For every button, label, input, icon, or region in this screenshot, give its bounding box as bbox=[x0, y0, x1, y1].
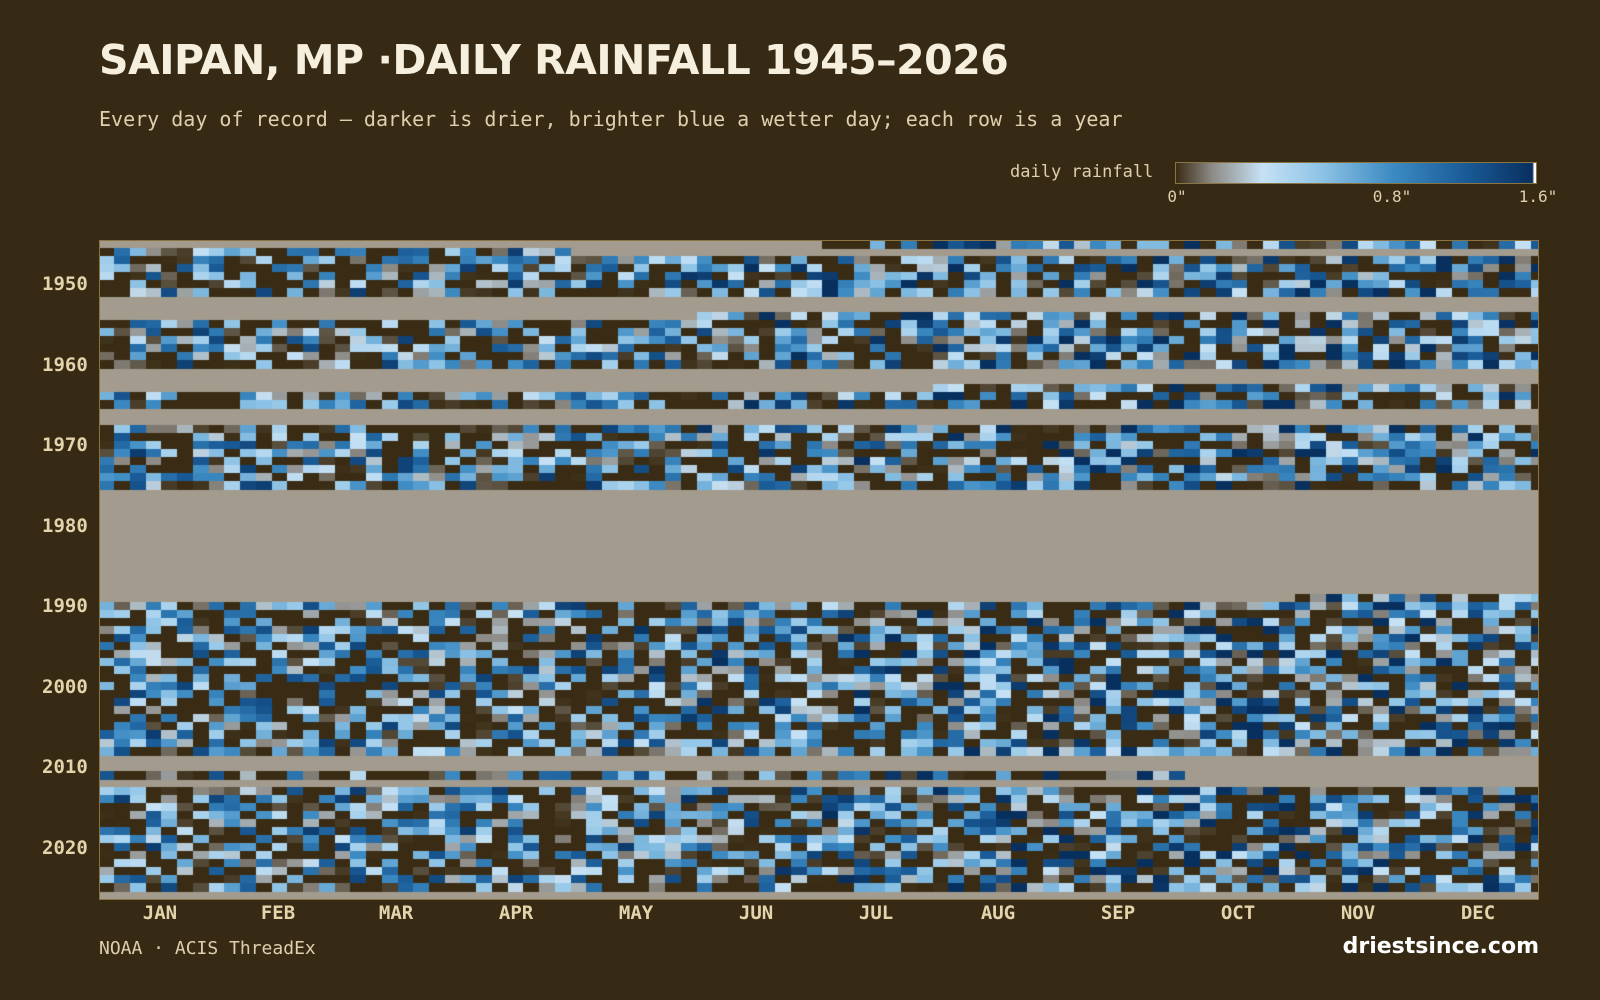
month-tick-label: SEP bbox=[1100, 902, 1136, 924]
year-tick-label: 2000 bbox=[42, 675, 88, 698]
year-tick-label: 1960 bbox=[42, 353, 88, 376]
month-tick-label: NOV bbox=[1340, 902, 1376, 924]
chart-title: SAIPAN, MP ·DAILY RAINFALL 1945–2026 bbox=[99, 36, 1009, 84]
month-tick-label: DEC bbox=[1460, 902, 1496, 924]
year-tick-label: 1970 bbox=[42, 434, 88, 457]
rainfall-heatmap bbox=[99, 240, 1539, 900]
legend-tick-mid: 0.8" bbox=[1372, 187, 1412, 206]
year-tick-label: 1980 bbox=[42, 514, 88, 537]
year-tick-label: 2020 bbox=[42, 836, 88, 859]
legend-color-bar bbox=[1175, 162, 1537, 184]
brand-link[interactable]: driestsince.com bbox=[1342, 934, 1539, 959]
chart-subtitle: Every day of record — darker is drier, b… bbox=[99, 107, 1123, 131]
month-tick-label: JAN bbox=[142, 902, 178, 924]
month-tick-label: MAY bbox=[618, 902, 654, 924]
month-tick-label: MAR bbox=[378, 902, 414, 924]
month-tick-label: FEB bbox=[260, 902, 296, 924]
month-tick-label: APR bbox=[498, 902, 534, 924]
year-tick-label: 1950 bbox=[42, 273, 88, 296]
month-tick-label: AUG bbox=[980, 902, 1016, 924]
legend-label: daily rainfall bbox=[1010, 162, 1154, 182]
legend-tick-min: 0" bbox=[1167, 187, 1187, 206]
year-tick-label: 1990 bbox=[42, 595, 88, 618]
month-tick-label: JUN bbox=[738, 902, 774, 924]
month-tick-label: JUL bbox=[858, 902, 894, 924]
month-tick-label: OCT bbox=[1220, 902, 1256, 924]
legend-tick-max: 1.6" bbox=[1518, 187, 1558, 206]
data-source: NOAA · ACIS ThreadEx bbox=[99, 938, 316, 959]
year-tick-label: 2010 bbox=[42, 756, 88, 779]
